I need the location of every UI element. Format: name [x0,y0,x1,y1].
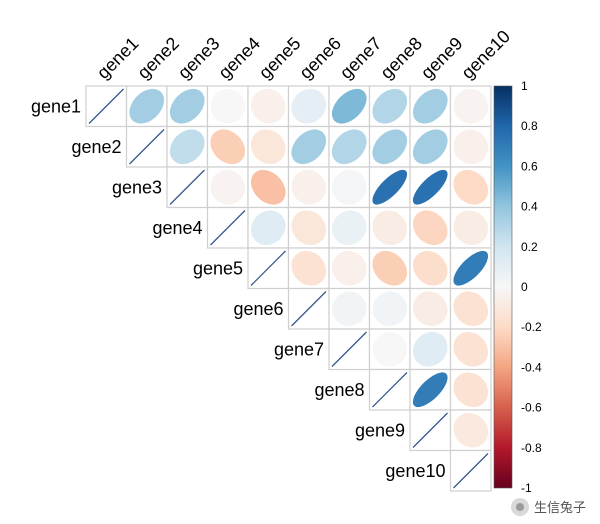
ellipse-gene2-gene3 [169,129,205,165]
ellipse-gene1-gene5 [250,88,286,124]
legend-tick-5: 0 [521,280,528,294]
legend-tick-1: 0.8 [521,119,538,133]
row-label-gene9: gene9 [355,420,405,440]
color-legend: 1 0.8 0.6 0.4 0.2 0 -0.2 -0.4 -0.6 -0.8 -1 [493,79,542,495]
ellipse-gene5-gene10 [453,250,489,286]
ellipse-gene3-gene9 [412,169,448,205]
row-label-gene8: gene8 [314,380,364,400]
ellipse-gene8-gene10 [453,372,489,408]
row-label-gene10: gene10 [385,461,445,481]
ellipse-gene3-gene4 [210,169,246,205]
diagonal-line-gene1 [88,88,124,124]
ellipse-gene6-gene8 [372,291,408,327]
column-label-gene2: gene2 [133,33,183,83]
ellipse-gene4-gene5 [250,210,286,246]
ellipse-gene2-gene10 [453,129,489,165]
ellipse-gene1-gene6 [291,88,327,124]
ellipse-gene2-gene6 [291,129,327,165]
diagonal-line-gene2 [129,129,165,165]
ellipse-gene2-gene9 [412,129,448,165]
ellipse-gene2-gene7 [331,129,367,165]
ellipse-gene2-gene4 [210,129,246,165]
watermark: 生信兔子 [510,497,586,516]
column-labels: gene1gene2gene3gene4gene5gene6gene7gene8… [93,26,514,83]
ellipse-gene6-gene9 [412,291,448,327]
ellipse-gene8-gene9 [412,372,448,408]
ellipse-gene2-gene8 [372,129,408,165]
column-label-gene10: gene10 [457,26,514,83]
row-label-gene5: gene5 [193,258,243,278]
column-label-gene8: gene8 [376,33,426,83]
ellipse-gene7-gene9 [412,331,448,367]
wechat-icon [510,497,529,516]
legend-tick-7: -0.4 [521,360,542,374]
legend-tick-6: -0.2 [521,320,542,334]
ellipse-gene1-gene7 [331,88,367,124]
diagonal-line-gene7 [331,331,367,367]
column-label-gene9: gene9 [417,33,467,83]
ellipse-gene3-gene8 [372,169,408,205]
column-label-gene6: gene6 [295,33,345,83]
row-label-gene3: gene3 [112,177,162,197]
legend-tick-8: -0.6 [521,401,542,415]
ellipse-gene4-gene7 [331,210,367,246]
ellipse-gene5-gene8 [372,250,408,286]
legend-tick-9: -0.8 [521,441,542,455]
ellipse-gene9-gene10 [453,412,489,448]
color-legend-ticks: 1 0.8 0.6 0.4 0.2 0 -0.2 -0.4 -0.6 -0.8 -1 [521,79,542,495]
legend-tick-0: 1 [521,79,528,93]
ellipse-gene3-gene6 [291,169,327,205]
ellipse-gene1-gene2 [129,88,165,124]
legend-tick-2: 0.6 [521,159,538,173]
ellipse-gene6-gene7 [331,291,367,327]
ellipse-gene4-gene8 [372,210,408,246]
ellipse-gene4-gene9 [412,210,448,246]
ellipse-gene3-gene5 [250,169,286,205]
ellipse-gene4-gene6 [291,210,327,246]
diagonal-line-gene9 [412,412,448,448]
ellipse-gene4-gene10 [453,210,489,246]
ellipse-gene3-gene7 [331,169,367,205]
row-label-gene6: gene6 [233,299,283,319]
diagonal-line-gene3 [169,169,205,205]
row-labels: gene1 gene2 gene3 gene4 gene5 gene6 gene7 gene8… [31,96,446,481]
watermark-text: 生信兔子 [533,501,586,516]
column-label-gene7: gene7 [336,33,386,83]
ellipse-gene1-gene9 [412,88,448,124]
ellipse-gene1-gene8 [372,88,408,124]
row-label-gene4: gene4 [152,218,202,238]
ellipse-gene5-gene9 [412,250,448,286]
column-label-gene3: gene3 [174,33,224,83]
ellipse-gene1-gene4 [210,88,246,124]
diagonal-line-gene4 [210,210,246,246]
ellipse-gene2-gene5 [250,129,286,165]
ellipse-gene5-gene7 [331,250,367,286]
ellipse-gene5-gene6 [291,250,327,286]
legend-tick-4: 0.2 [521,240,538,254]
row-label-gene7: gene7 [274,339,324,359]
diagonal-line-gene5 [250,250,286,286]
diagonal-line-gene8 [372,372,408,408]
column-label-gene5: gene5 [255,33,305,83]
row-label-gene1: gene1 [31,96,81,116]
ellipse-gene7-gene10 [453,331,489,367]
diagonal-line-gene6 [291,291,327,327]
ellipse-gene3-gene10 [453,169,489,205]
row-label-gene2: gene2 [71,137,121,157]
correlation-cells [85,85,492,492]
ellipse-gene1-gene10 [453,88,489,124]
column-label-gene1: gene1 [93,33,143,83]
legend-tick-3: 0.4 [521,200,538,214]
ellipse-gene7-gene8 [372,331,408,367]
column-label-gene4: gene4 [214,33,264,83]
diagonal-line-gene10 [453,453,489,489]
legend-tick-10: -1 [521,481,532,495]
color-legend-bar [493,85,513,489]
ellipse-gene6-gene10 [453,291,489,327]
ellipse-gene1-gene3 [169,88,205,124]
